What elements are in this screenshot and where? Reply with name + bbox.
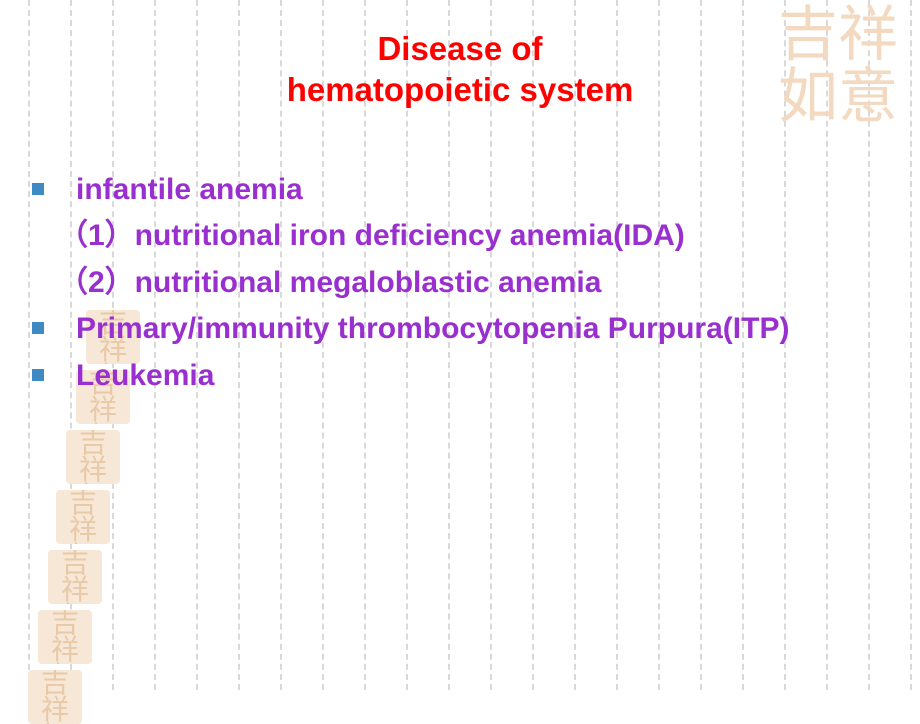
bullet-item: infantile anemia [58, 169, 890, 212]
bullet-item: Primary/immunity thrombocytopenia Purpur… [58, 308, 890, 351]
title-line-2: hematopoietic system [287, 71, 634, 108]
title-line-1: Disease of [377, 30, 542, 67]
bullet-square-icon [32, 369, 44, 381]
bullet-item: Leukemia [58, 355, 890, 398]
sub-item: （2）nutritional megaloblastic anemia [58, 262, 890, 305]
bullet-square-icon [32, 322, 44, 334]
slide: Disease of hematopoietic system infantil… [0, 0, 920, 690]
sub-item: （1）nutritional iron deficiency anemia(ID… [58, 215, 890, 258]
bullet-text: infantile anemia [76, 173, 303, 206]
slide-title: Disease of hematopoietic system [30, 28, 890, 111]
bullet-text: Leukemia [76, 359, 214, 392]
bullet-text: Primary/immunity thrombocytopenia Purpur… [76, 312, 789, 345]
slide-content: infantile anemia （1）nutritional iron defi… [30, 169, 890, 398]
bullet-square-icon [32, 183, 44, 195]
